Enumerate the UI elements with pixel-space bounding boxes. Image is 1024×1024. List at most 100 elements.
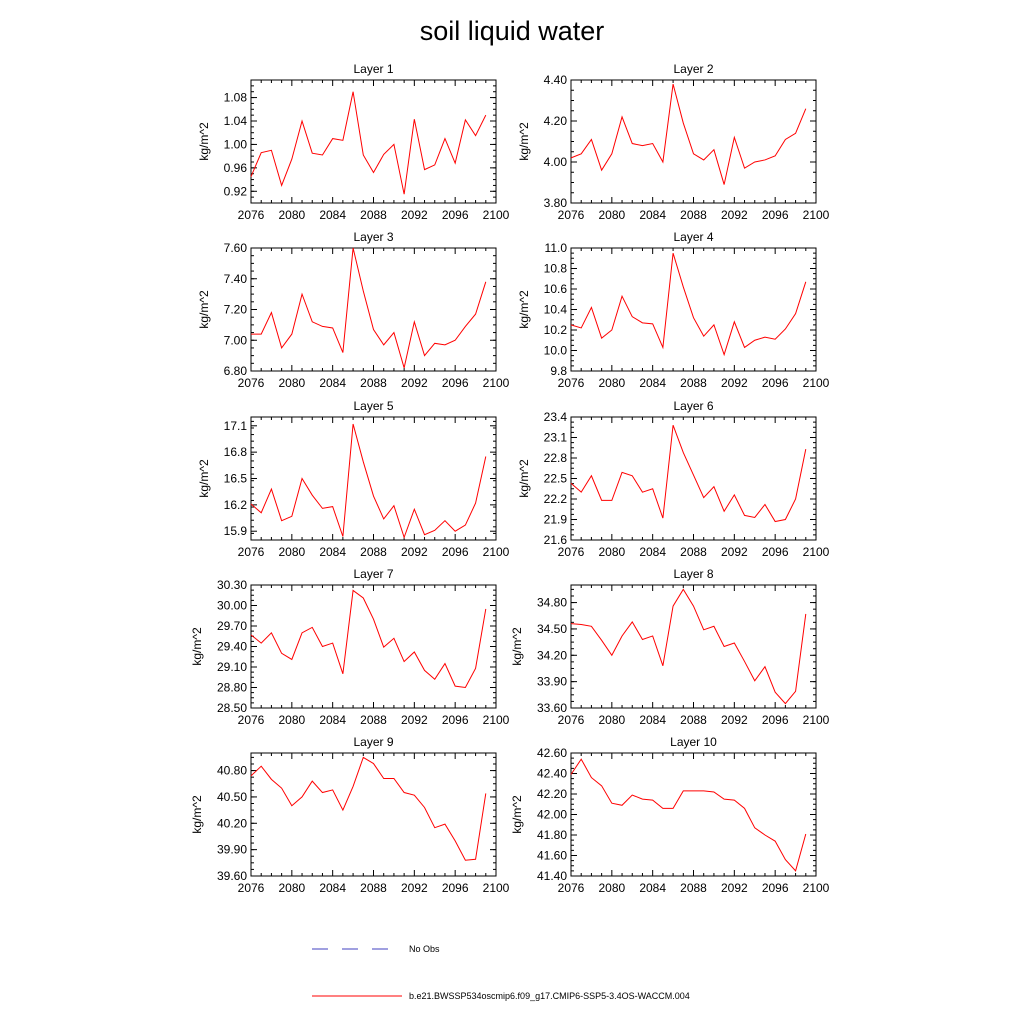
x-tick-label: 2096 (762, 545, 789, 559)
panel-title: Layer 7 (353, 567, 393, 581)
y-tick-label: 0.92 (224, 184, 248, 198)
x-tick-label: 2076 (558, 713, 585, 727)
x-tick-label: 2092 (721, 545, 748, 559)
y-axis-label: kg/m^2 (197, 459, 211, 498)
y-axis-label: kg/m^2 (190, 795, 204, 834)
panels: Layer 1 2076 2080 2084 2088 2092 2096 2100 0.92 0… (190, 62, 830, 895)
series-line-layer-3 (251, 247, 487, 369)
y-tick-label: 23.4 (544, 410, 568, 424)
x-tick-label: 2084 (319, 208, 346, 222)
y-tick-label: 33.90 (537, 675, 567, 689)
x-tick-label: 2084 (639, 545, 666, 559)
x-tick-label: 2092 (721, 376, 748, 390)
figure-title: soil liquid water (420, 16, 605, 46)
x-tick-label: 2080 (278, 376, 305, 390)
y-tick-label: 28.50 (217, 701, 247, 715)
x-tick-label: 2100 (803, 208, 830, 222)
y-tick-label: 42.40 (537, 767, 567, 781)
y-tick-label: 21.6 (544, 533, 568, 547)
panel-layer-8: Layer 8 2076 2080 2084 2088 2092 2096 2100 33.60… (510, 567, 830, 727)
panel-title: Layer 8 (673, 567, 713, 581)
y-tick-label: 40.50 (217, 790, 247, 804)
y-tick-label: 17.1 (224, 419, 248, 433)
legend-model-label: b.e21.BWSSP534oscmip6.f09_g17.CMIP6-SSP5… (409, 991, 690, 1001)
y-tick-label: 10.6 (544, 282, 568, 296)
y-tick-label: 4.20 (544, 114, 568, 128)
x-tick-label: 2096 (762, 376, 789, 390)
y-tick-label: 40.20 (217, 816, 247, 830)
y-tick-label: 9.8 (550, 364, 567, 378)
y-tick-label: 29.40 (217, 640, 247, 654)
plot-frame (250, 584, 497, 709)
y-tick-label: 42.20 (537, 787, 567, 801)
y-tick-label: 0.96 (224, 161, 248, 175)
x-tick-label: 2088 (680, 376, 707, 390)
x-tick-label: 2100 (483, 208, 510, 222)
y-tick-label: 1.08 (224, 91, 248, 105)
panel-layer-9: Layer 9 2076 2080 2084 2088 2092 2096 2100 39.60… (190, 735, 510, 895)
y-tick-label: 41.60 (537, 849, 567, 863)
y-tick-label: 11.0 (545, 241, 568, 255)
x-tick-label: 2100 (483, 881, 510, 895)
x-tick-label: 2076 (558, 376, 585, 390)
x-tick-label: 2076 (238, 881, 265, 895)
x-tick-label: 2088 (680, 208, 707, 222)
y-tick-label: 21.9 (544, 513, 568, 527)
y-tick-label: 33.60 (537, 701, 567, 715)
x-tick-label: 2080 (278, 545, 305, 559)
y-axis-label: kg/m^2 (510, 627, 524, 666)
x-tick-label: 2084 (319, 881, 346, 895)
y-tick-label: 22.2 (544, 492, 568, 506)
x-tick-label: 2076 (238, 713, 265, 727)
series-line-layer-6 (570, 425, 807, 523)
y-tick-label: 16.8 (224, 445, 248, 459)
series-line-layer-1 (250, 91, 487, 195)
panel-title: Layer 10 (670, 735, 717, 749)
y-axis-label: kg/m^2 (197, 290, 211, 329)
x-tick-label: 2100 (483, 713, 510, 727)
x-tick-label: 2092 (401, 713, 428, 727)
x-tick-label: 2076 (558, 545, 585, 559)
y-tick-label: 4.00 (544, 155, 568, 169)
panel-title: Layer 2 (673, 62, 713, 76)
x-tick-label: 2092 (401, 376, 428, 390)
x-tick-label: 2076 (238, 208, 265, 222)
x-tick-label: 2096 (762, 208, 789, 222)
x-tick-label: 2084 (319, 713, 346, 727)
series-line-layer-4 (570, 252, 807, 357)
y-tick-label: 10.0 (544, 344, 568, 358)
x-tick-label: 2088 (360, 545, 387, 559)
x-tick-label: 2100 (483, 545, 510, 559)
y-tick-label: 23.1 (544, 431, 568, 445)
y-tick-label: 3.80 (544, 196, 568, 210)
x-tick-label: 2092 (401, 881, 428, 895)
x-tick-label: 2088 (680, 881, 707, 895)
x-tick-label: 2092 (401, 545, 428, 559)
y-tick-label: 16.2 (224, 498, 248, 512)
x-tick-label: 2088 (360, 208, 387, 222)
legend-no-obs-label: No Obs (409, 944, 440, 954)
y-tick-label: 42.00 (537, 808, 567, 822)
x-tick-label: 2084 (639, 376, 666, 390)
y-axis-label: kg/m^2 (517, 459, 531, 498)
plot-frame (570, 79, 817, 204)
y-tick-label: 7.00 (224, 333, 248, 347)
x-tick-label: 2088 (360, 376, 387, 390)
panel-layer-6: Layer 6 2076 2080 2084 2088 2092 2096 2100 21.6 2… (517, 399, 830, 559)
y-axis-label: kg/m^2 (510, 795, 524, 834)
panel-layer-10: Layer 10 2076 2080 2084 2088 2092 2096 2100 41.4… (510, 735, 830, 895)
x-tick-label: 2096 (442, 208, 469, 222)
x-tick-label: 2088 (360, 713, 387, 727)
y-axis-label: kg/m^2 (197, 122, 211, 161)
series-line-layer-2 (570, 83, 807, 185)
y-tick-label: 7.40 (224, 272, 248, 286)
plot-frame (250, 752, 497, 877)
y-tick-label: 28.80 (217, 681, 247, 695)
x-tick-label: 2080 (278, 881, 305, 895)
y-tick-label: 1.00 (224, 137, 248, 151)
panel-layer-5: Layer 5 2076 2080 2084 2088 2092 2096 2100 15.9 1… (197, 399, 510, 559)
plot-frame (570, 752, 817, 877)
y-axis-label: kg/m^2 (190, 627, 204, 666)
y-tick-label: 7.60 (224, 241, 248, 255)
